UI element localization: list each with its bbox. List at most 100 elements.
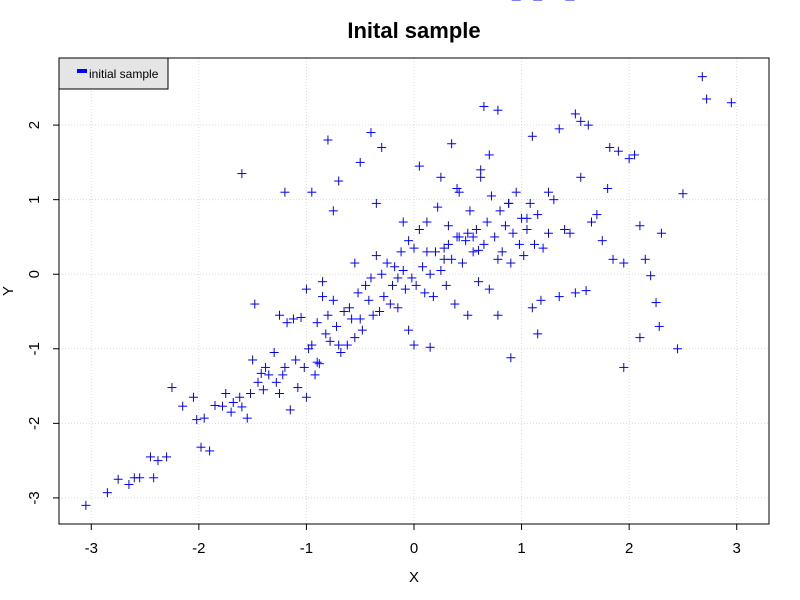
data-point	[549, 195, 559, 205]
data-point	[135, 473, 145, 483]
data-point	[522, 213, 532, 223]
data-point	[153, 456, 163, 466]
data-point	[307, 340, 317, 350]
x-tick-label: -3	[85, 540, 98, 557]
data-point	[407, 273, 417, 283]
data-point	[301, 392, 311, 402]
data-point	[385, 299, 395, 309]
data-point	[149, 473, 159, 483]
data-point	[336, 348, 346, 358]
data-point	[280, 187, 290, 197]
data-point	[409, 243, 419, 253]
data-point	[242, 413, 252, 423]
data-point	[493, 254, 503, 264]
data-point	[454, 187, 464, 197]
data-point	[654, 321, 664, 331]
data-point	[486, 191, 496, 201]
data-point	[447, 254, 457, 264]
data-point	[282, 318, 292, 328]
data-point	[314, 359, 324, 369]
data-point	[471, 224, 481, 234]
data-point	[366, 128, 376, 138]
data-point	[261, 362, 271, 372]
data-point	[439, 254, 449, 264]
data-point	[651, 298, 661, 308]
data-point	[124, 479, 134, 489]
data-point	[355, 157, 365, 167]
data-point	[264, 370, 274, 380]
data-point	[565, 228, 575, 238]
data-point	[312, 357, 322, 367]
data-point	[441, 280, 451, 290]
data-point	[560, 224, 570, 234]
y-tick-label: 0	[26, 270, 43, 278]
data-point	[256, 368, 266, 378]
data-point	[431, 247, 441, 257]
data-point	[514, 239, 524, 249]
data-point	[375, 307, 385, 317]
legend-box	[58, 57, 169, 90]
data-point	[656, 228, 666, 238]
data-point	[468, 232, 478, 242]
grid-lines	[59, 58, 769, 524]
data-point	[543, 228, 553, 238]
data-point	[522, 224, 532, 234]
data-point	[377, 269, 387, 279]
data-point	[188, 392, 198, 402]
data-point	[605, 142, 615, 152]
data-point	[390, 262, 400, 272]
data-point	[506, 258, 516, 268]
data-point	[576, 172, 586, 182]
data-point	[258, 385, 268, 395]
data-point	[353, 288, 363, 298]
data-point	[465, 206, 475, 216]
data-point	[678, 189, 688, 199]
x-axis-label: X	[409, 569, 419, 586]
data-point	[350, 258, 360, 268]
data-point	[554, 124, 564, 134]
legend: initial sample	[58, 57, 169, 90]
data-point	[463, 228, 473, 238]
data-point	[301, 284, 311, 294]
data-point	[608, 254, 618, 264]
data-point	[253, 377, 263, 387]
data-point	[527, 303, 537, 313]
data-point	[506, 353, 516, 363]
data-point	[269, 348, 279, 358]
data-point	[570, 109, 580, 119]
data-point	[145, 452, 155, 462]
data-point	[318, 292, 328, 302]
data-point	[347, 314, 357, 324]
data-point	[271, 377, 281, 387]
chart-title: Inital sample	[347, 18, 480, 43]
data-point	[228, 397, 238, 407]
data-point	[454, 232, 464, 242]
data-point	[490, 232, 500, 242]
data-point	[361, 280, 371, 290]
data-point	[592, 210, 602, 220]
data-point	[310, 370, 320, 380]
data-point	[379, 292, 389, 302]
data-point	[497, 247, 507, 257]
data-point	[447, 139, 457, 149]
data-point	[646, 271, 656, 281]
data-point	[199, 413, 209, 423]
data-point	[443, 221, 453, 231]
data-point	[474, 277, 484, 287]
data-point	[289, 314, 299, 324]
data-point	[635, 221, 645, 231]
data-point	[554, 292, 564, 302]
data-point	[371, 251, 381, 261]
data-point	[342, 340, 352, 350]
data-point	[508, 228, 518, 238]
data-point	[414, 224, 424, 234]
data-point	[525, 198, 535, 208]
data-point	[613, 146, 623, 156]
data-point	[293, 383, 303, 393]
data-point	[162, 452, 172, 462]
data-point	[393, 303, 403, 313]
data-point	[425, 269, 435, 279]
data-point	[325, 336, 335, 346]
data-point	[597, 236, 607, 246]
data-point	[237, 402, 247, 412]
